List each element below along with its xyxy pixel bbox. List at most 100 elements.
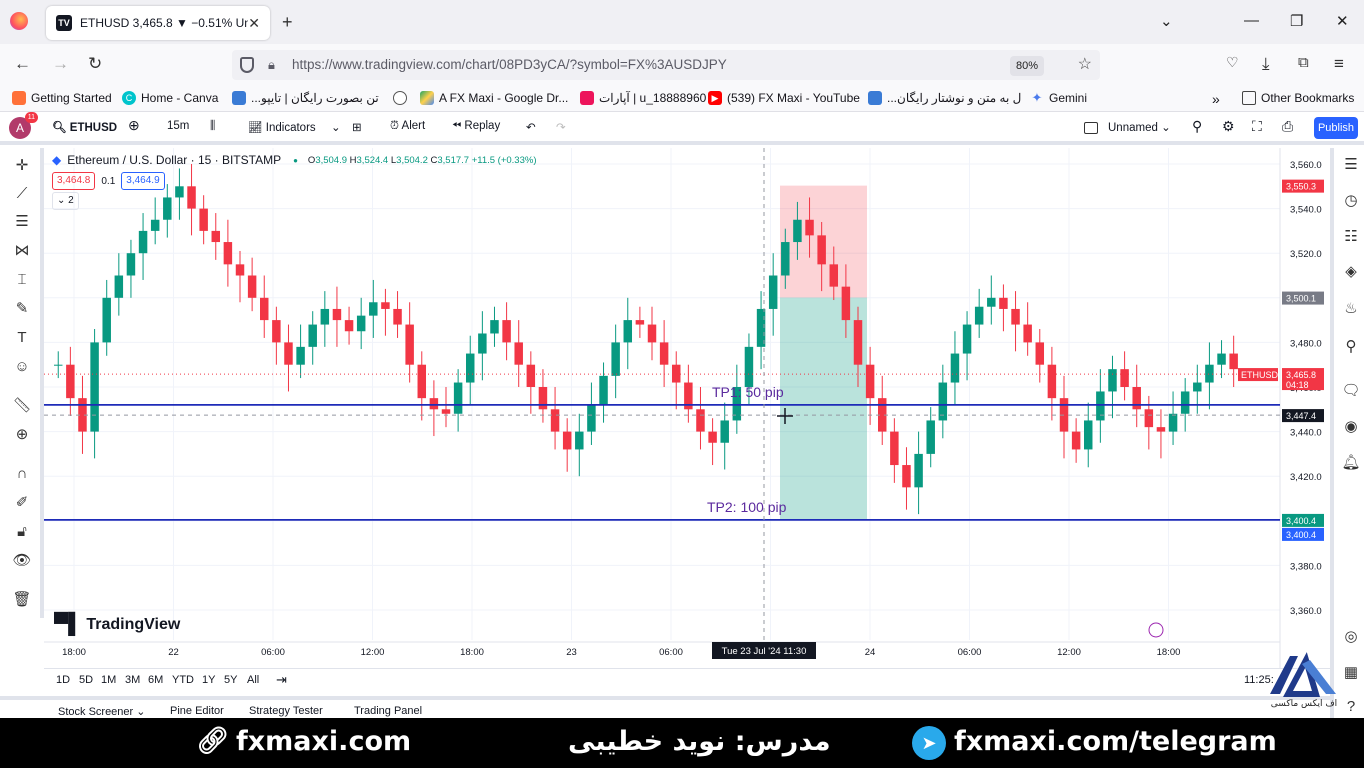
text-tool-icon[interactable]: T [17,329,27,346]
reload-icon[interactable]: ↻ [88,54,103,73]
calendar-icon[interactable]: ▦ [1343,664,1359,681]
crosshair-icon[interactable]: ✛ [15,157,29,174]
fullscreen-icon[interactable]: ⛶ [1252,118,1262,134]
telegram-url[interactable]: fxmaxi.com/telegram [954,726,1277,757]
indicators-button[interactable]: 📈︎ Indicators [248,120,316,134]
replay-button[interactable]: ⏪︎ Replay [452,120,500,133]
lock-drawings-icon[interactable]: 🔓︎ [17,523,27,540]
zoom-in-icon[interactable]: ⊕ [15,426,29,443]
notifications-bell-icon[interactable]: 🔔︎ [1341,454,1361,471]
settings-gear-icon[interactable]: ⚙ [1222,118,1235,134]
shield-icon[interactable] [240,57,254,73]
bookmark-item[interactable]: A FX Maxi - Google Dr... [420,91,568,105]
range-ytd[interactable]: YTD [172,674,194,686]
tab-list-chevron-icon[interactable]: ⌄ [1160,13,1173,30]
indicators-dropdown-icon[interactable]: ⌄ [331,122,341,134]
zoom-level[interactable]: 80% [1009,56,1044,76]
sell-price[interactable]: 3,464.8 [52,172,96,190]
hotlist-flame-icon[interactable]: ♨ [1344,300,1358,317]
interval-button[interactable]: 15m [167,120,190,132]
stay-drawing-icon[interactable]: ✐ [15,494,29,511]
range-5y[interactable]: 5Y [224,674,238,686]
take-profit-zone[interactable] [780,297,867,520]
snapshot-camera-icon[interactable]: ⎙ [1282,118,1294,134]
price-label[interactable]: 3,400.4 [1286,530,1316,540]
bookmark-item[interactable]: آپارات | u_18888960 [580,91,706,105]
bookmark-item[interactable]: Getting Started [12,91,112,105]
range-1y[interactable]: 1Y [202,674,216,686]
redo-icon[interactable]: ↷ [556,122,566,134]
watchlist-icon[interactable]: ☰ [1344,156,1358,173]
range-5d[interactable]: 5D [79,674,94,686]
pattern-icon[interactable]: ⋈ [14,242,30,259]
range-1d[interactable]: 1D [56,674,71,686]
object-tree-icon[interactable]: ☷ [1344,228,1358,245]
bookmark-item[interactable]: ▶ (539) FX Maxi - YouTube [708,91,860,105]
trend-line-icon[interactable]: ⟋ [16,185,28,202]
bookmark-item[interactable] [393,91,412,105]
app-menu-icon[interactable]: ≡ [1334,54,1344,73]
extensions-icon[interactable]: ⧉ [1298,54,1309,71]
browser-tab-active[interactable]: TV ETHUSD 3,465.8 ▼ −0.51% Unn ✕ [46,6,270,40]
undo-icon[interactable]: ↶ [526,122,536,134]
legend-collapse-toggle[interactable]: ⌄ 2 [52,192,79,210]
price-label[interactable]: 3,500.1 [1286,294,1316,304]
templates-icon[interactable]: ⊞ [352,122,362,134]
bookmark-star-icon[interactable]: ☆ [1077,56,1092,73]
time-axis[interactable]: 18:00 22 06:00 12:00 18:00 23 06:00 18:00 24 06:0… [62,647,1180,658]
buy-price[interactable]: 3,464.9 [121,172,165,190]
range-3m[interactable]: 3M [125,674,141,686]
horizontal-lines[interactable]: TP1: 50 pip TP2: 100 pip [44,373,1280,521]
trash-icon[interactable]: 🗑︎ [12,591,32,608]
legend-title[interactable]: Ethereum / U.S. Dollar · 15 · BITSTAMP [67,153,282,167]
bookmark-item[interactable]: ...ل به متن و نوشتار رایگان [868,91,1021,105]
back-icon[interactable]: ← [14,54,31,73]
goto-date-icon[interactable]: ⇥ [276,672,287,687]
price-label[interactable]: 3,400.4 [1286,516,1316,526]
symbol-search[interactable]: 🔍︎ ETHUSD [52,120,117,134]
tab-strategy-tester[interactable]: Strategy Tester [249,705,323,717]
bookmark-item[interactable]: ...تن بصورت رایگان | تایپو [232,91,379,105]
bookmark-item[interactable]: ✦ Gemini [1031,90,1088,106]
layers-icon[interactable]: ◈ [1345,263,1357,280]
firefox-menu-icon[interactable] [10,12,28,30]
new-tab-icon[interactable]: + [282,12,293,32]
price-label-bg[interactable] [1282,513,1324,527]
downloads-icon[interactable]: ⤓ [1262,54,1270,73]
price-axis[interactable]: 3,560.03,540.03,520.03,500.03,480.03,460… [1238,160,1324,617]
ruler-icon[interactable]: 📏︎ [12,397,32,414]
compare-add-icon[interactable]: ⊕ [128,117,140,133]
fib-retracement-icon[interactable]: ☰ [15,213,29,230]
ideas-bulb-icon[interactable]: ⚲ [1345,338,1357,355]
tab-pine-editor[interactable]: Pine Editor [170,705,224,717]
price-label[interactable]: 3,465.8 [1286,370,1316,380]
bookmark-item[interactable]: C Home - Canva [122,91,218,105]
price-label-bg[interactable] [1282,409,1324,423]
price-label-bg[interactable] [1282,368,1324,391]
other-bookmarks[interactable]: Other Bookmarks [1242,91,1354,105]
more-bookmarks-icon[interactable]: » [1212,91,1220,107]
lightning-icon[interactable] [1148,622,1164,638]
prediction-icon[interactable]: ⌶ [17,271,27,288]
help-icon[interactable]: ? [1346,698,1356,715]
url-bar[interactable]: 🔒︎ https://www.tradingview.com/chart/08P… [232,50,1100,80]
publish-button[interactable]: Publish [1314,117,1358,139]
alerts-clock-icon[interactable]: ◷ [1344,192,1358,209]
price-label-bg[interactable] [1282,179,1324,193]
tab-stock-screener[interactable]: Stock Screener ⌄ [58,706,146,718]
forward-icon[interactable]: → [52,54,69,73]
tab-close-icon[interactable]: ✕ [248,14,260,31]
site-url[interactable]: fxmaxi.com [236,726,412,757]
alert-button[interactable]: ⏰︎ Alert [390,120,425,133]
range-1m[interactable]: 1M [101,674,117,686]
maximize-icon[interactable]: ❐ [1290,13,1304,30]
price-label-bg[interactable] [1282,527,1324,541]
tab-trading-panel[interactable]: Trading Panel [354,705,423,717]
price-label-bg[interactable] [1282,291,1324,305]
quick-search-icon[interactable]: ⚲ [1192,118,1203,134]
clock[interactable]: 11:25: [1244,674,1274,686]
dom-icon[interactable]: ◎ [1344,628,1358,645]
price-label[interactable]: 3,447.4 [1286,411,1316,421]
brush-icon[interactable]: ✎ [15,300,29,317]
candle-type-icon[interactable]: ⫼ [210,120,216,132]
